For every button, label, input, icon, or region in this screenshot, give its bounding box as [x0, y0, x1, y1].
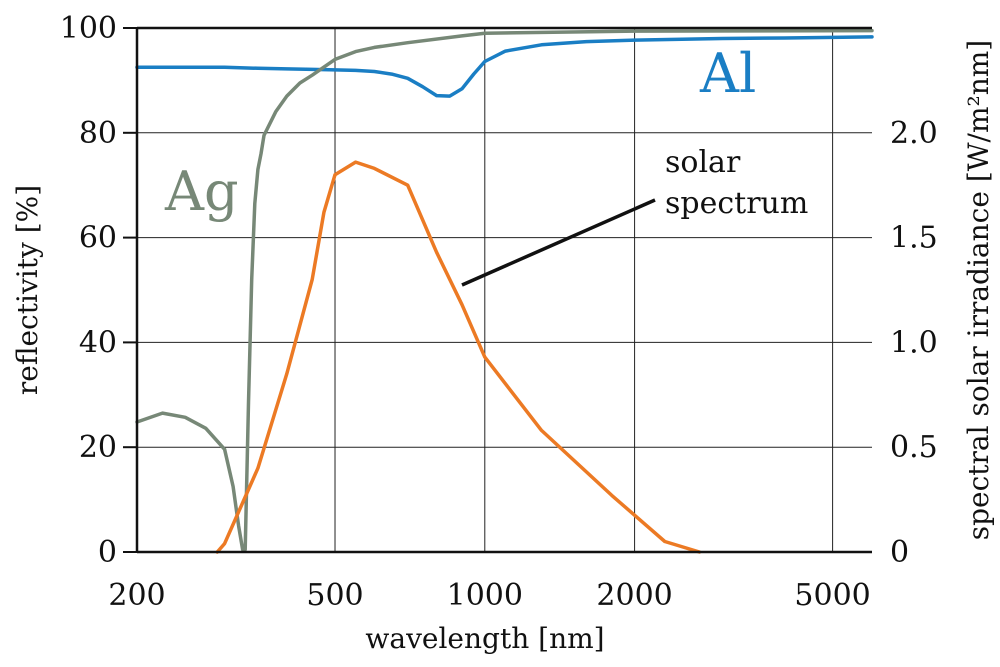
series-label-al: Al	[699, 42, 756, 105]
y-right-tick-label-1: 1.0	[890, 325, 938, 360]
y-right-tick-label-0.5: 0.5	[890, 430, 938, 465]
annotation-line-1: solar	[665, 145, 741, 180]
y-right-tick-label-1.5: 1.5	[890, 221, 938, 256]
series-line-ag	[135, 28, 874, 552]
y-axis-title-right: spectral solar irradiance [W/m²nm]	[962, 40, 995, 541]
axes-frame	[135, 26, 872, 554]
series-line-al	[135, 35, 874, 98]
x-tick-label-1000: 1000	[447, 578, 523, 613]
annotation-line-2: spectrum	[665, 186, 808, 221]
x-tick-label-500: 500	[306, 578, 363, 613]
x-tick-label-5000: 5000	[794, 578, 870, 613]
y-tick-label-0: 0	[98, 535, 117, 570]
y-tick-label-20: 20	[79, 430, 117, 465]
y-tick-label-60: 60	[79, 221, 117, 256]
x-tick-label-2000: 2000	[596, 578, 672, 613]
y-tick-label-100: 100	[60, 11, 117, 46]
x-tick-label-200: 200	[108, 578, 165, 613]
y-right-tick-label-2: 2.0	[890, 116, 938, 151]
annotation-pointer	[461, 198, 656, 287]
y-tick-label-40: 40	[79, 325, 117, 360]
y-axis-title-left: reflectivity [%]	[11, 185, 44, 395]
series-lines	[135, 28, 874, 554]
series-line-solar	[215, 160, 702, 554]
series-label-ag: Ag	[164, 160, 239, 223]
gridlines	[137, 28, 872, 552]
y-right-tick-label-0: 0	[890, 535, 909, 570]
y-tick-label-80: 80	[79, 116, 117, 151]
x-axis-title: wavelength [nm]	[365, 622, 604, 655]
